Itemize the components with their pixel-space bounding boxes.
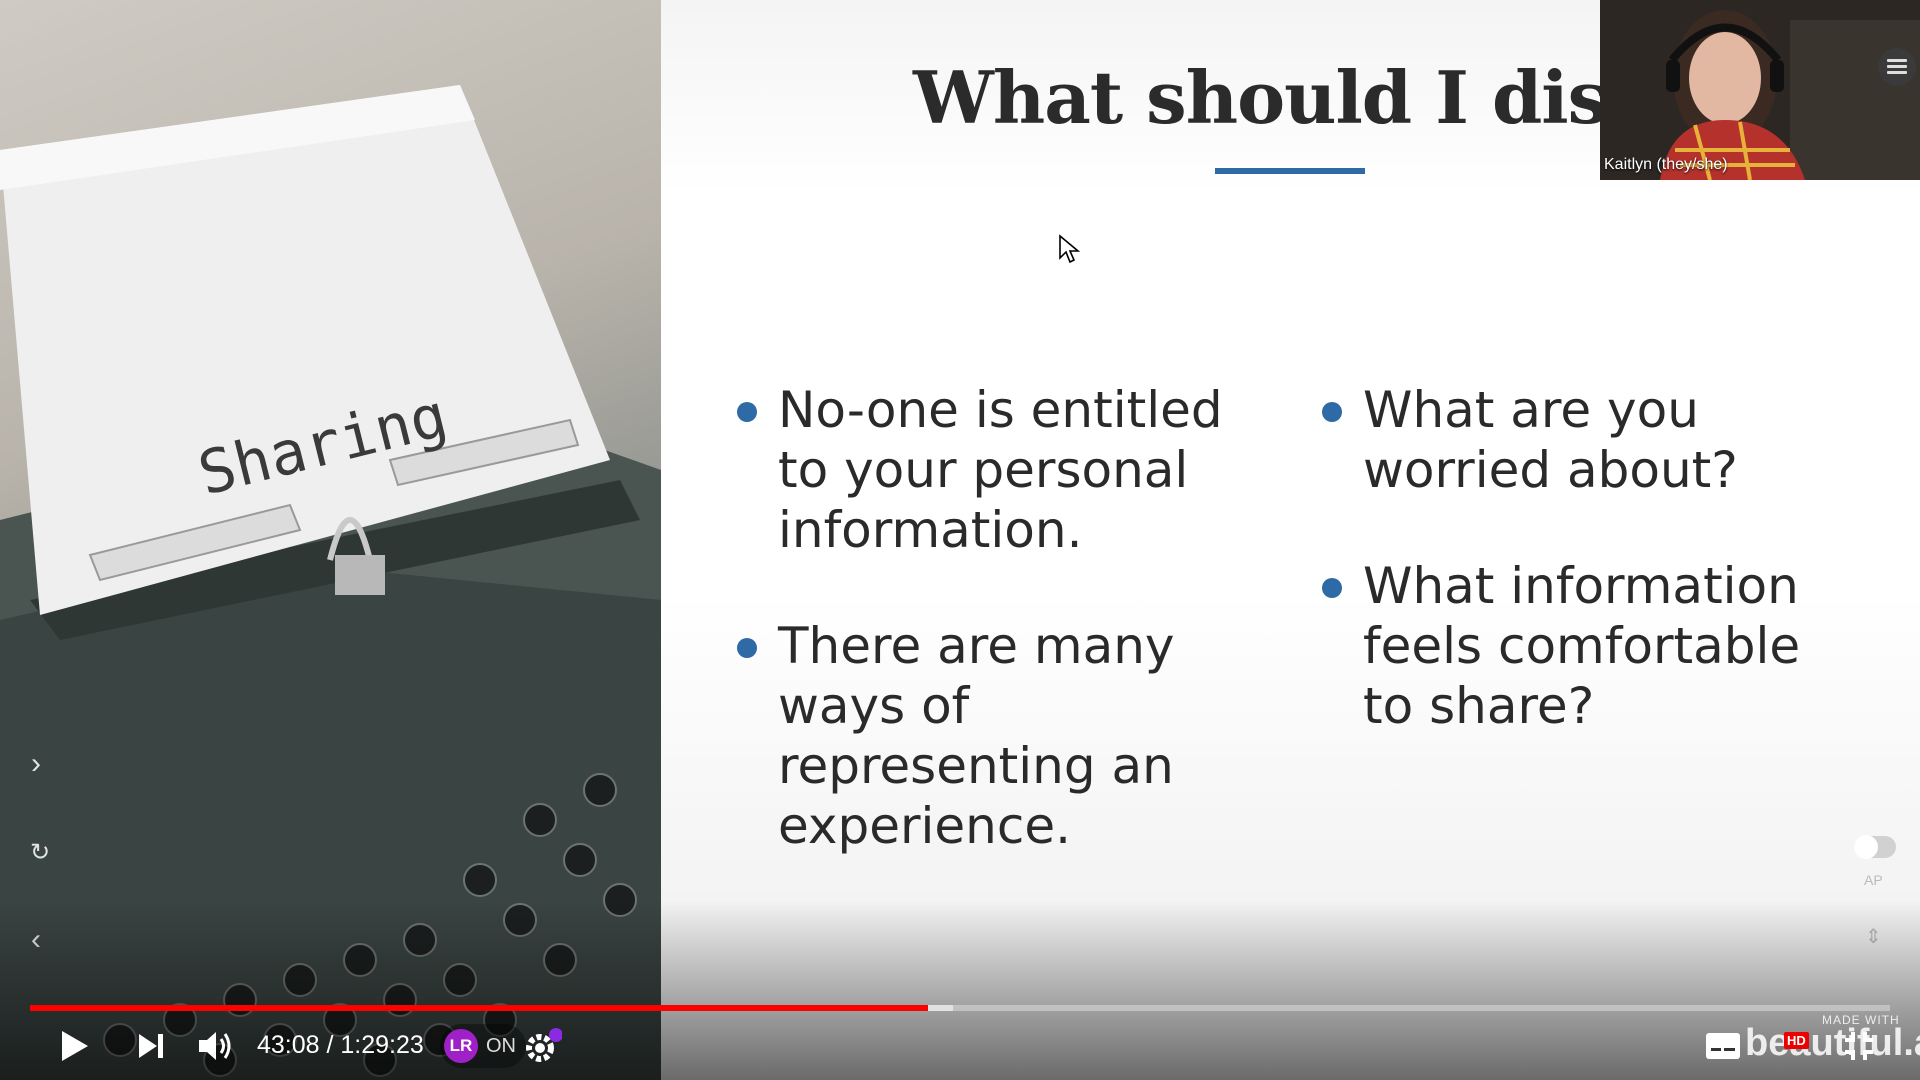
volume-icon: [199, 1032, 231, 1060]
bullet-dot: [1322, 402, 1342, 422]
time-display: 43:08 / 1:29:23: [257, 1031, 424, 1059]
bullet-text: What are you worried about?: [1363, 381, 1738, 499]
extension-state: ON: [486, 1034, 516, 1057]
left-bullet-list: No-one is entitled to your personal info…: [733, 380, 1253, 912]
autoplay-label: AP: [1864, 872, 1883, 888]
title-underline: [1215, 168, 1365, 174]
webcam-overlay: Kaitlyn (they/she): [1600, 0, 1920, 180]
hd-badge: HD: [1784, 1032, 1809, 1049]
watermark-caption: MADE WITH: [1822, 1013, 1900, 1027]
subtitles-button[interactable]: [1705, 1024, 1741, 1068]
subtitles-icon: [1706, 1033, 1740, 1059]
volume-button[interactable]: [196, 1024, 236, 1068]
right-bullet-list: What are you worried about? What informa…: [1318, 380, 1838, 792]
play-button[interactable]: [56, 1024, 92, 1068]
skip-next-icon: [139, 1034, 163, 1058]
exit-fullscreen-icon: [1845, 1032, 1873, 1060]
extension-logo: LR: [444, 1029, 478, 1063]
mouse-cursor-icon: [1059, 234, 1081, 264]
played-bar: [30, 1005, 928, 1011]
autoplay-toggle[interactable]: [1854, 835, 1896, 859]
bullet-item: No-one is entitled to your personal info…: [733, 380, 1253, 560]
bullet-item: There are many ways of representing an e…: [733, 616, 1253, 856]
chevron-right-icon[interactable]: ›: [31, 747, 41, 780]
bullet-item: What information feels comfortable to sh…: [1318, 556, 1838, 736]
refresh-icon[interactable]: ↻: [30, 839, 51, 866]
controls-gradient: [0, 900, 1920, 1080]
bullet-dot: [737, 638, 757, 658]
bullet-dot: [737, 402, 757, 422]
watermark-logo: beautiful.ai: [1745, 1022, 1920, 1064]
bullet-text: There are many ways of representing an e…: [778, 617, 1175, 855]
webcam-menu-button[interactable]: [1878, 48, 1916, 86]
settings-button[interactable]: [522, 1024, 562, 1068]
next-button[interactable]: [135, 1024, 167, 1068]
participant-name: Kaitlyn (they/she): [1604, 156, 1728, 173]
play-icon: [62, 1031, 88, 1061]
bullet-text: What information feels comfortable to sh…: [1363, 557, 1801, 735]
extension-toggle[interactable]: LR ON: [440, 1024, 526, 1068]
exit-fullscreen-button[interactable]: [1843, 1024, 1875, 1068]
progress-bar[interactable]: [30, 1005, 1890, 1011]
bullet-text: No-one is entitled to your personal info…: [778, 381, 1223, 559]
bullet-item: What are you worried about?: [1318, 380, 1838, 500]
gear-icon: [526, 1028, 562, 1062]
bullet-dot: [1322, 578, 1342, 598]
